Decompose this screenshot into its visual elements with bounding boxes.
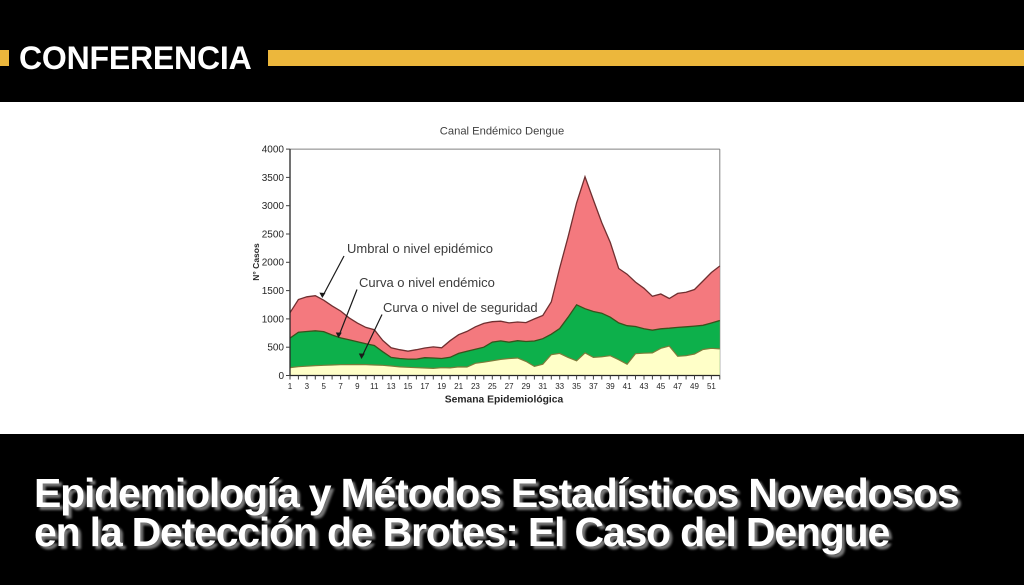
- svg-text:33: 33: [555, 382, 564, 391]
- svg-text:7: 7: [338, 382, 343, 391]
- svg-text:43: 43: [640, 382, 649, 391]
- svg-text:2000: 2000: [262, 258, 285, 269]
- svg-text:3500: 3500: [262, 173, 285, 184]
- svg-text:Curva o nivel de seguridad: Curva o nivel de seguridad: [383, 300, 538, 315]
- svg-text:Semana Epidemiológica: Semana Epidemiológica: [445, 395, 564, 406]
- svg-text:47: 47: [673, 382, 682, 391]
- svg-text:51: 51: [707, 382, 716, 391]
- svg-text:Curva o nivel endémico: Curva o nivel endémico: [359, 275, 495, 290]
- svg-text:1500: 1500: [262, 286, 285, 297]
- svg-text:Umbral o nivel epidémico: Umbral o nivel epidémico: [347, 241, 493, 256]
- svg-text:21: 21: [454, 382, 463, 391]
- svg-text:5: 5: [321, 382, 326, 391]
- svg-text:9: 9: [355, 382, 360, 391]
- svg-text:23: 23: [471, 382, 480, 391]
- svg-text:15: 15: [404, 382, 413, 391]
- svg-text:500: 500: [267, 343, 284, 354]
- svg-text:1: 1: [288, 382, 293, 391]
- svg-text:0: 0: [278, 371, 284, 382]
- svg-text:11: 11: [370, 382, 379, 391]
- svg-text:45: 45: [656, 382, 665, 391]
- svg-text:2500: 2500: [262, 229, 285, 240]
- svg-text:35: 35: [572, 382, 581, 391]
- svg-text:37: 37: [589, 382, 598, 391]
- svg-text:31: 31: [538, 382, 547, 391]
- svg-text:19: 19: [437, 382, 446, 391]
- svg-text:4000: 4000: [262, 145, 285, 156]
- svg-text:1000: 1000: [262, 314, 285, 325]
- svg-text:3: 3: [305, 382, 310, 391]
- svg-text:39: 39: [606, 382, 615, 391]
- svg-text:Canal Endémico Dengue: Canal Endémico Dengue: [440, 126, 564, 138]
- svg-text:17: 17: [420, 382, 429, 391]
- svg-text:41: 41: [623, 382, 632, 391]
- svg-text:N° Casos: N° Casos: [251, 243, 261, 281]
- svg-text:27: 27: [505, 382, 514, 391]
- svg-text:13: 13: [387, 382, 396, 391]
- svg-text:25: 25: [488, 382, 497, 391]
- svg-text:49: 49: [690, 382, 699, 391]
- svg-text:3000: 3000: [262, 201, 285, 212]
- svg-text:29: 29: [522, 382, 531, 391]
